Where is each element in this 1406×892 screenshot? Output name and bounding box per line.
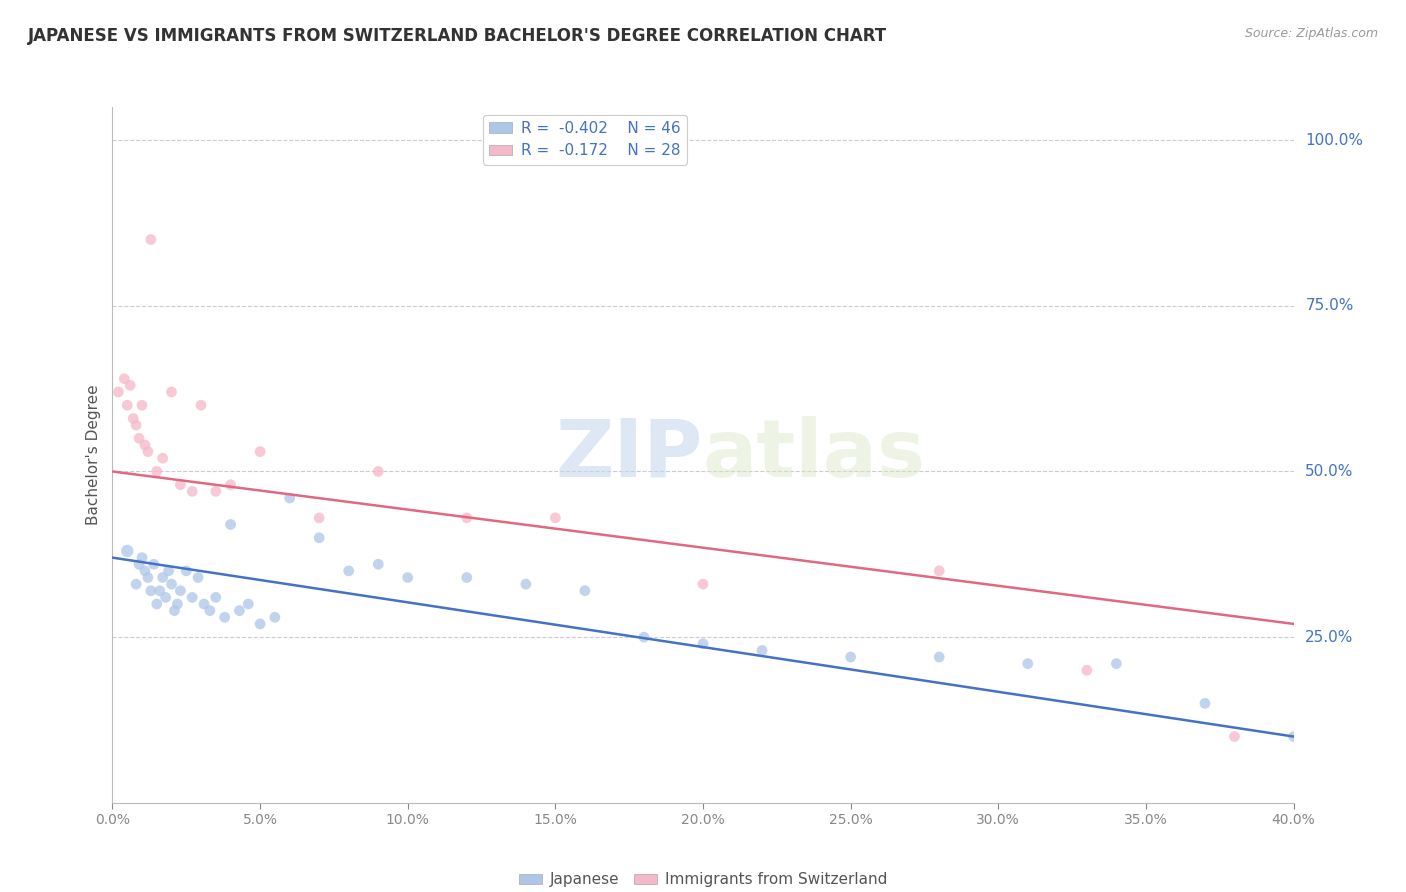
Point <box>152 451 174 466</box>
Y-axis label: Bachelor's Degree: Bachelor's Degree <box>86 384 101 525</box>
Point <box>205 591 228 605</box>
Point <box>120 378 142 392</box>
Text: 50.0%: 50.0% <box>1305 464 1354 479</box>
Point <box>152 570 174 584</box>
Point <box>249 444 271 458</box>
Point <box>308 511 330 525</box>
Text: 75.0%: 75.0% <box>1305 298 1354 313</box>
Point <box>128 431 150 445</box>
Point <box>163 604 186 618</box>
Point <box>193 597 215 611</box>
Point <box>308 531 330 545</box>
Point <box>238 597 260 611</box>
Point <box>574 583 596 598</box>
Point <box>112 372 135 386</box>
Point <box>456 511 478 525</box>
Point <box>169 583 191 598</box>
Point <box>174 564 197 578</box>
Point <box>134 564 156 578</box>
Text: 100.0%: 100.0% <box>1305 133 1364 148</box>
Point <box>692 637 714 651</box>
Point <box>169 477 191 491</box>
Point <box>131 398 153 412</box>
Point <box>198 604 221 618</box>
Point <box>190 398 212 412</box>
Point <box>160 577 183 591</box>
Point <box>181 484 204 499</box>
Text: Source: ZipAtlas.com: Source: ZipAtlas.com <box>1244 27 1378 40</box>
Legend: Japanese, Immigrants from Switzerland: Japanese, Immigrants from Switzerland <box>513 866 893 892</box>
Point <box>456 570 478 584</box>
Point <box>146 597 169 611</box>
Point <box>187 570 209 584</box>
Point <box>107 384 129 399</box>
Point <box>1105 657 1128 671</box>
Point <box>928 650 950 665</box>
Point <box>928 564 950 578</box>
Point <box>751 643 773 657</box>
Point <box>337 564 360 578</box>
Point <box>160 384 183 399</box>
Point <box>139 583 162 598</box>
Point <box>117 544 138 558</box>
Point <box>136 570 159 584</box>
Point <box>839 650 862 665</box>
Text: JAPANESE VS IMMIGRANTS FROM SWITZERLAND BACHELOR'S DEGREE CORRELATION CHART: JAPANESE VS IMMIGRANTS FROM SWITZERLAND … <box>28 27 887 45</box>
Point <box>544 511 567 525</box>
Point <box>149 583 172 598</box>
Point <box>1282 730 1305 744</box>
Point <box>1076 663 1098 677</box>
Point <box>367 558 389 572</box>
Point <box>131 550 153 565</box>
Point <box>128 558 150 572</box>
Point <box>125 418 148 433</box>
Text: 25.0%: 25.0% <box>1305 630 1354 645</box>
Point <box>515 577 537 591</box>
Point <box>1017 657 1039 671</box>
Point <box>219 477 242 491</box>
Point <box>219 517 242 532</box>
Point <box>396 570 419 584</box>
Point <box>633 630 655 644</box>
Point <box>155 591 177 605</box>
Point <box>228 604 250 618</box>
Point <box>146 465 169 479</box>
Point <box>166 597 188 611</box>
Point <box>134 438 156 452</box>
Point <box>205 484 228 499</box>
Point <box>264 610 287 624</box>
Point <box>136 444 159 458</box>
Point <box>278 491 301 505</box>
Point <box>139 233 162 247</box>
Point <box>1194 697 1216 711</box>
Point <box>142 558 165 572</box>
Point <box>214 610 236 624</box>
Text: atlas: atlas <box>703 416 927 494</box>
Point <box>692 577 714 591</box>
Point <box>122 411 145 425</box>
Point <box>249 616 271 631</box>
Point <box>367 465 389 479</box>
Point <box>125 577 148 591</box>
Point <box>181 591 204 605</box>
Point <box>157 564 180 578</box>
Point <box>117 398 138 412</box>
Text: ZIP: ZIP <box>555 416 703 494</box>
Point <box>1223 730 1246 744</box>
